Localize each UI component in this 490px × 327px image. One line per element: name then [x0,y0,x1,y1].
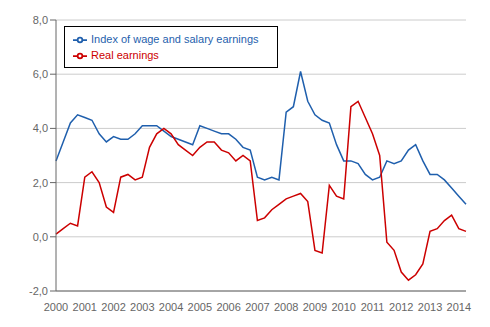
svg-text:2000: 2000 [44,301,68,313]
svg-text:6,0: 6,0 [33,68,48,80]
svg-text:2003: 2003 [130,301,154,313]
svg-text:-2,0: -2,0 [29,285,48,297]
html-text:Index of wage and salary earni: Index of wage and salary earnings [91,33,259,45]
svg-text:2011: 2011 [361,301,385,313]
svg-text:4,0: 4,0 [33,122,48,134]
svg-text:2010: 2010 [331,301,355,313]
html-text:Real earnings: Real earnings [91,49,159,62]
svg-text:2006: 2006 [216,301,240,313]
svg-text:2013: 2013 [418,301,442,313]
svg-text:2012: 2012 [389,301,413,313]
svg-text:2002: 2002 [101,301,125,313]
svg-text:2,0: 2,0 [33,177,48,189]
svg-text:8,0: 8,0 [33,14,48,26]
svg-text:2004: 2004 [159,301,183,313]
svg-text:2005: 2005 [188,301,212,313]
svg-text:2009: 2009 [303,301,327,313]
svg-text:2008: 2008 [274,301,298,313]
svg-text:2007: 2007 [245,301,269,313]
svg-text:2001: 2001 [73,301,97,313]
svg-text:2014: 2014 [447,301,471,313]
svg-text:0,0: 0,0 [33,231,48,243]
